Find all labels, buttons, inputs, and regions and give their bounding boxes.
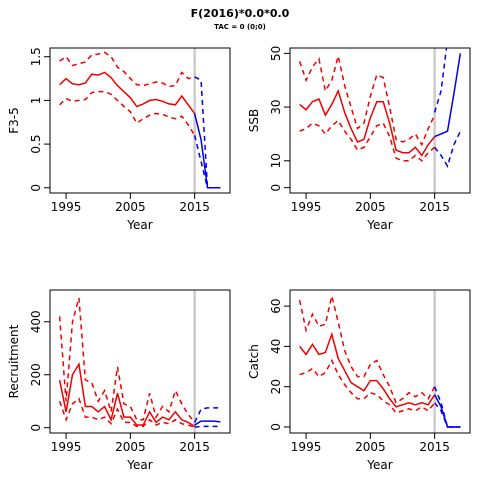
y-tick-label: 200 bbox=[29, 363, 43, 386]
plot-frame bbox=[289, 47, 471, 194]
y-tick-label: 0 bbox=[29, 424, 43, 432]
x-axis-label: Year bbox=[366, 218, 392, 232]
x-tick-label: 1995 bbox=[51, 200, 82, 214]
series-line bbox=[433, 48, 448, 113]
x-tick-label: 2015 bbox=[179, 440, 210, 454]
y-tick-label: 1 bbox=[29, 97, 43, 105]
x-tick-label: 2005 bbox=[115, 440, 146, 454]
series-line bbox=[194, 76, 221, 189]
plot-frame bbox=[49, 289, 231, 434]
series-line bbox=[433, 394, 461, 428]
y-tick-label: 0.5 bbox=[29, 135, 43, 154]
series-line bbox=[434, 402, 461, 428]
series-line bbox=[298, 295, 436, 404]
x-tick-label: 2005 bbox=[355, 200, 386, 214]
series-line bbox=[298, 55, 436, 147]
panel: 1995 2005 2015 0 0.5 1 1.5 Year F3-5 bbox=[7, 47, 231, 232]
y-tick-label: 400 bbox=[29, 310, 43, 333]
plot-area bbox=[298, 295, 461, 428]
panel: 1995 2005 2015 0 200 400 Year Recruitment bbox=[7, 289, 231, 472]
series-line bbox=[299, 331, 436, 408]
x-tick-label: 2015 bbox=[179, 200, 210, 214]
y-tick-label: 20 bbox=[269, 379, 283, 394]
y-axis-label: Catch bbox=[247, 344, 261, 379]
x-tick-label: 1995 bbox=[291, 200, 322, 214]
x-tick-label: 1995 bbox=[51, 440, 82, 454]
figure-subtitle: TAC = 0 (0;0) bbox=[214, 23, 266, 31]
x-axis-label: Year bbox=[126, 458, 152, 472]
series-line bbox=[59, 71, 196, 114]
y-tick-label: 40 bbox=[269, 339, 283, 354]
plot-area bbox=[58, 297, 221, 428]
series-line bbox=[434, 130, 462, 168]
series-line bbox=[59, 90, 196, 136]
series-line bbox=[299, 119, 436, 162]
y-axis-label: SSB bbox=[247, 109, 261, 132]
y-tick-label: 60 bbox=[269, 298, 283, 313]
y-axis-label: F3-5 bbox=[7, 107, 21, 134]
y-tick-label: 30 bbox=[269, 99, 283, 114]
x-axis-label: Year bbox=[366, 458, 392, 472]
series-line bbox=[58, 397, 195, 428]
y-tick-label: 1.5 bbox=[29, 47, 43, 66]
series-line bbox=[193, 407, 221, 423]
series-line bbox=[433, 386, 461, 428]
series-line bbox=[194, 420, 221, 426]
series-line bbox=[58, 297, 196, 423]
y-tick-label: 0 bbox=[29, 184, 43, 192]
plot-area bbox=[59, 51, 221, 189]
plot-frame bbox=[49, 47, 231, 194]
y-tick-label: 10 bbox=[269, 153, 283, 168]
series-line bbox=[58, 361, 196, 428]
plot-area bbox=[298, 48, 462, 168]
x-tick-label: 1995 bbox=[291, 440, 322, 454]
x-tick-label: 2015 bbox=[419, 200, 450, 214]
x-tick-label: 2005 bbox=[355, 440, 386, 454]
y-tick-label: 0 bbox=[269, 184, 283, 192]
x-tick-label: 2005 bbox=[115, 200, 146, 214]
x-axis-label: Year bbox=[126, 218, 152, 232]
panel: 1995 2005 2015 0 20 40 60 Year Catch bbox=[247, 289, 471, 472]
series-line bbox=[59, 51, 195, 88]
panel: 1995 2005 2015 0 10 30 50 Year SSB bbox=[247, 46, 471, 232]
series-line bbox=[299, 358, 436, 414]
series-line bbox=[193, 113, 221, 189]
y-axis-label: Recruitment bbox=[7, 324, 21, 398]
plot-frame bbox=[289, 289, 471, 434]
y-tick-label: 50 bbox=[269, 46, 283, 61]
series-line bbox=[299, 88, 436, 157]
y-tick-label: 0 bbox=[269, 423, 283, 431]
series-line bbox=[194, 425, 221, 428]
x-tick-label: 2015 bbox=[419, 440, 450, 454]
series-line bbox=[434, 53, 462, 138]
figure-title: F(2016)*0.0*0.0 bbox=[191, 7, 290, 20]
series-line bbox=[193, 135, 221, 189]
